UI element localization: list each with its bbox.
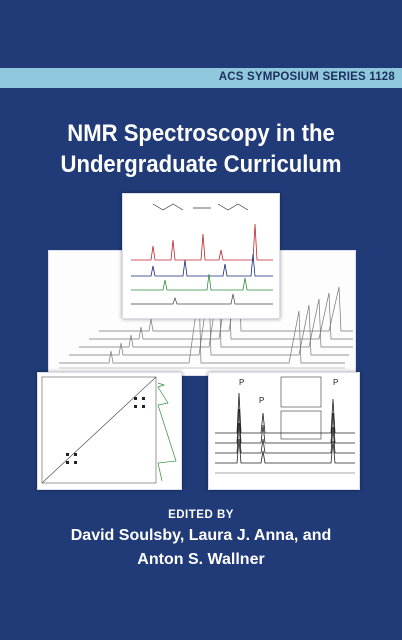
p-label: P — [333, 378, 338, 387]
edited-by-label: EDITED BY — [168, 509, 234, 521]
series-band — [0, 68, 402, 88]
editors-line-1: David Soulsby, Laura J. Anna, and — [70, 527, 332, 544]
editors-line-2: Anton S. Wallner — [137, 551, 265, 568]
phosphorus-spectrum-figure: P P P — [208, 372, 360, 490]
p2-label: P — [239, 378, 244, 387]
pn-label: P — [259, 396, 264, 405]
top-spectrum-figure — [122, 193, 280, 319]
book-title: NMR Spectroscopy in the Undergraduate Cu… — [16, 118, 386, 180]
title-line-1: NMR Spectroscopy in the — [67, 120, 335, 147]
title-line-2: Undergraduate Curriculum — [60, 151, 342, 178]
series-label: ACS SYMPOSIUM SERIES 1128 — [218, 71, 395, 83]
two-d-spectrum-figure — [37, 372, 182, 490]
